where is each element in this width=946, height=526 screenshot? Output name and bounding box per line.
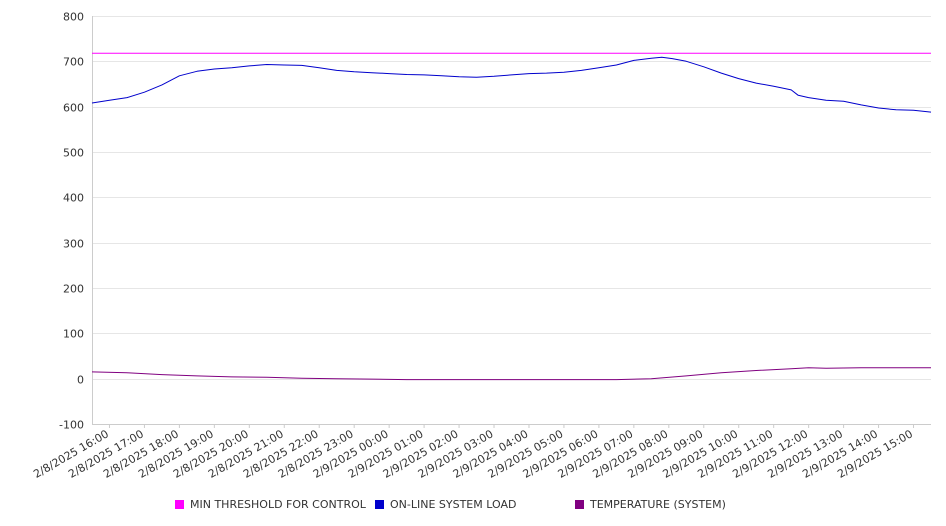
- legend-item-system-load: ON-LINE SYSTEM LOAD: [375, 498, 516, 511]
- y-tick-label: 100: [63, 328, 84, 341]
- axes: [92, 16, 931, 425]
- y-tick-label: 700: [63, 56, 84, 69]
- legend-swatch-min-threshold: [175, 500, 184, 509]
- y-tick-label: 800: [63, 11, 84, 24]
- legend-label-temperature: TEMPERATURE (SYSTEM): [590, 498, 726, 511]
- y-tick-label: 200: [63, 283, 84, 296]
- y-tick-label: 0: [77, 374, 84, 387]
- legend-swatch-system-load: [375, 500, 384, 509]
- y-tick-label: 400: [63, 192, 84, 205]
- y-tick-label: 300: [63, 238, 84, 251]
- legend-label-min-threshold: MIN THRESHOLD FOR CONTROL: [190, 498, 366, 511]
- y-tick-label: -100: [59, 419, 84, 432]
- y-axis-ticks: 800 700 600 500 400 300 200 100 0 -100: [59, 11, 84, 432]
- legend: MIN THRESHOLD FOR CONTROL ON-LINE SYSTEM…: [175, 498, 875, 514]
- legend-item-temperature: TEMPERATURE (SYSTEM): [575, 498, 726, 511]
- series-lines: [91, 52, 932, 381]
- legend-swatch-temperature: [575, 500, 584, 509]
- gridlines: [92, 16, 931, 425]
- y-tick-label: 600: [63, 102, 84, 115]
- x-axis-ticks: 2/8/2025 16:002/8/2025 17:002/8/2025 18:…: [31, 424, 915, 481]
- legend-item-min-threshold: MIN THRESHOLD FOR CONTROL: [175, 498, 366, 511]
- series-line-1: [91, 56, 932, 113]
- series-line-2: [91, 367, 931, 381]
- legend-label-system-load: ON-LINE SYSTEM LOAD: [390, 498, 517, 511]
- y-tick-label: 500: [63, 147, 84, 160]
